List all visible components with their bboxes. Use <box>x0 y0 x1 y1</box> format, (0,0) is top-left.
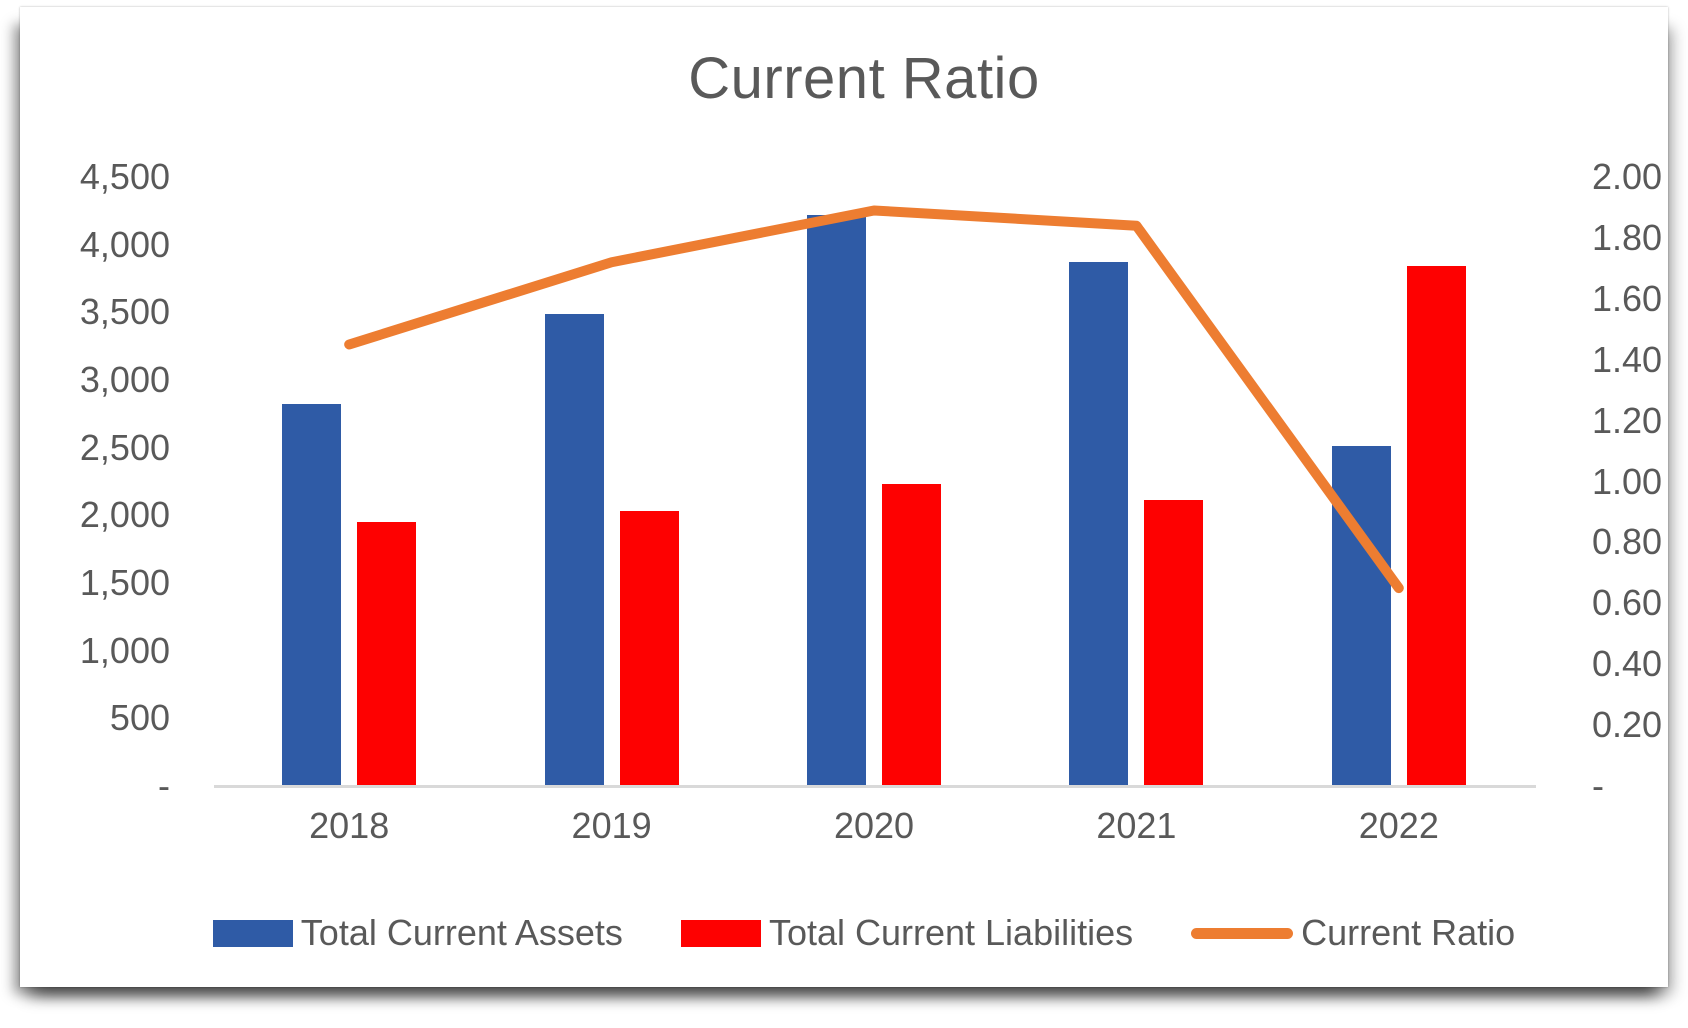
right-axis-tick: 2.00 <box>1592 156 1663 197</box>
legend-swatch-current-ratio-line-icon <box>1191 927 1294 939</box>
bar-total-current-assets-2018 <box>282 404 342 786</box>
legend-swatch-total-current-liabilities <box>680 919 761 947</box>
bar-total-current-liabilities-2021 <box>1144 500 1204 786</box>
right-axis-tick: - <box>1592 765 1604 806</box>
right-axis-tick: 0.60 <box>1592 582 1663 624</box>
bar-total-current-assets-2020 <box>807 214 866 786</box>
right-axis-tick: 0.80 <box>1592 521 1663 563</box>
bars-layer <box>218 177 1530 786</box>
right-axis-tick: 1.80 <box>1592 216 1663 258</box>
left-axis-tick: 500 <box>109 697 170 739</box>
legend-item-total-current-liabilities: Total Current Liabilities <box>680 912 1134 954</box>
left-axis-tick: 4,500 <box>79 156 170 197</box>
bar-total-current-liabilities-2018 <box>357 522 417 786</box>
right-axis-tick: 0.20 <box>1592 704 1663 746</box>
left-axis-tick: - <box>158 765 170 806</box>
chart-card: Current Ratio 4,500 4,000 3,500 3,000 2,500 2… <box>20 7 1668 987</box>
x-axis-label-2021: 2021 <box>1096 805 1177 846</box>
bar-total-current-liabilities-2020 <box>882 484 941 786</box>
bar-total-current-assets-2021 <box>1069 262 1129 786</box>
legend-label: Total Current Liabilities <box>768 912 1134 953</box>
legend-label: Current Ratio <box>1301 912 1516 953</box>
right-axis-tick: 0.40 <box>1592 643 1663 685</box>
line-current-ratio <box>344 205 1404 594</box>
bar-total-current-assets-2019 <box>544 313 604 786</box>
x-axis-line <box>214 785 1536 788</box>
right-axis-tick: 1.60 <box>1592 277 1663 319</box>
left-axis-tick: 2,500 <box>79 426 170 468</box>
right-axis-tick: 1.40 <box>1592 338 1663 380</box>
left-axis-tick: 1,000 <box>79 629 170 671</box>
legend-item-current-ratio: Current Ratio <box>1191 912 1515 954</box>
current-ratio-line <box>344 205 1404 594</box>
bar-total-current-liabilities-2022 <box>1406 266 1466 786</box>
right-axis-tick: 1.00 <box>1592 460 1663 502</box>
x-axis-label-2018: 2018 <box>309 805 390 846</box>
left-axis-tick: 1,500 <box>79 562 170 603</box>
left-axis-tick: 3,500 <box>79 291 170 333</box>
plot-area <box>218 177 1530 786</box>
chart-title: Current Ratio <box>688 46 1040 111</box>
legend-label: Total Current Assets <box>300 912 623 953</box>
x-axis-label-2022: 2022 <box>1358 805 1439 846</box>
legend-item-total-current-assets: Total Current Assets <box>212 912 623 954</box>
x-axis-label-2020: 2020 <box>833 805 915 846</box>
legend: Total Current Assets Total Current Liabil… <box>40 910 1688 956</box>
left-axis-tick: 4,000 <box>79 223 170 265</box>
legend-swatch-total-current-assets <box>212 919 293 947</box>
left-axis-tick: 3,000 <box>79 359 170 400</box>
left-axis-tick: 2,000 <box>79 494 170 536</box>
x-axis-label-2019: 2019 <box>571 805 652 846</box>
bar-total-current-liabilities-2019 <box>619 511 679 786</box>
right-axis-tick: 1.20 <box>1592 399 1663 441</box>
